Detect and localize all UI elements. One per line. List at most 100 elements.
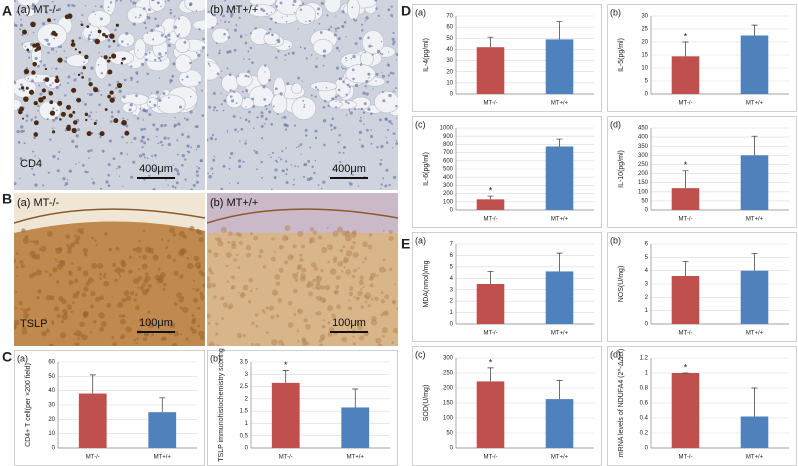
cell bbox=[23, 312, 30, 319]
cell bbox=[319, 334, 326, 340]
nucleus bbox=[146, 157, 149, 160]
cell bbox=[237, 291, 240, 294]
cell bbox=[211, 283, 216, 288]
nucleus bbox=[98, 51, 101, 54]
nucleus bbox=[364, 20, 367, 22]
nucleus bbox=[361, 29, 364, 32]
nucleus bbox=[64, 182, 69, 186]
x-tick-label: MT-/- bbox=[679, 331, 693, 337]
nucleus bbox=[212, 91, 216, 95]
nucleus bbox=[256, 168, 259, 171]
nucleus bbox=[32, 31, 35, 34]
nucleus bbox=[51, 82, 54, 84]
fat-cell bbox=[184, 0, 205, 12]
cell bbox=[121, 297, 127, 303]
nucleus bbox=[95, 111, 97, 113]
nucleus bbox=[234, 128, 237, 132]
cd4-cell bbox=[31, 70, 36, 75]
nucleus bbox=[181, 154, 185, 158]
nucleus bbox=[181, 163, 184, 167]
cell bbox=[185, 337, 189, 341]
nucleus bbox=[286, 15, 288, 17]
nucleus bbox=[229, 156, 232, 159]
cell bbox=[208, 341, 215, 346]
cell bbox=[157, 276, 164, 283]
cell bbox=[357, 266, 360, 270]
cell bbox=[284, 260, 289, 265]
nucleus bbox=[337, 88, 341, 92]
nucleus bbox=[167, 43, 171, 48]
y-axis-label: IL-5(pg/ml) bbox=[618, 38, 625, 72]
y-tick-label: 5 bbox=[645, 79, 649, 85]
nucleus bbox=[140, 62, 145, 66]
fat-cell bbox=[291, 82, 303, 95]
nucleus bbox=[202, 37, 205, 41]
cell bbox=[61, 320, 65, 324]
nucleus bbox=[280, 158, 283, 161]
nucleus bbox=[355, 19, 358, 22]
nucleus bbox=[197, 53, 201, 57]
cd4-cell bbox=[57, 100, 63, 106]
cell bbox=[68, 271, 73, 276]
y-tick-label: 350 bbox=[638, 144, 649, 150]
nucleus bbox=[121, 135, 124, 139]
cell bbox=[120, 261, 127, 268]
cell bbox=[45, 328, 51, 334]
nucleus bbox=[395, 59, 398, 61]
y-tick-label: 20 bbox=[641, 40, 648, 46]
nucleus bbox=[284, 160, 288, 163]
nucleus bbox=[159, 59, 162, 62]
nucleus bbox=[51, 67, 53, 69]
nucleus bbox=[178, 33, 181, 35]
nucleus bbox=[226, 67, 229, 70]
cell bbox=[130, 291, 135, 296]
nucleus bbox=[141, 146, 144, 149]
nucleus bbox=[201, 50, 203, 52]
nucleus bbox=[301, 80, 303, 82]
cd4-cell bbox=[26, 48, 30, 52]
error-bar bbox=[556, 252, 563, 272]
cell bbox=[270, 315, 275, 320]
bar bbox=[476, 199, 505, 210]
nucleus bbox=[147, 8, 151, 12]
nucleus bbox=[163, 136, 167, 140]
scale-label: 400μm bbox=[139, 163, 173, 175]
nucleus bbox=[183, 40, 187, 44]
fat-cell bbox=[312, 38, 334, 56]
nucleus bbox=[352, 54, 356, 59]
nucleus bbox=[108, 45, 111, 48]
nucleus bbox=[345, 59, 348, 62]
cell bbox=[333, 289, 339, 295]
cell bbox=[16, 274, 19, 278]
nucleus bbox=[325, 87, 328, 89]
cell bbox=[120, 318, 126, 325]
nucleus bbox=[213, 13, 216, 16]
nucleus bbox=[327, 28, 331, 31]
nucleus bbox=[174, 186, 177, 189]
y-tick-label: 0 bbox=[245, 446, 249, 452]
nucleus bbox=[83, 61, 85, 63]
cell bbox=[360, 305, 364, 309]
nucleus bbox=[270, 11, 273, 14]
nucleus bbox=[97, 63, 100, 66]
cell bbox=[293, 288, 298, 294]
nucleus bbox=[238, 164, 242, 168]
cd4-cell bbox=[108, 56, 112, 59]
nucleus bbox=[37, 109, 39, 112]
nucleus bbox=[380, 183, 383, 186]
cd4-cell bbox=[102, 32, 106, 37]
cell bbox=[360, 288, 363, 291]
y-tick-label: 2 bbox=[450, 299, 454, 305]
nucleus bbox=[119, 151, 123, 155]
y-tick-label: 10 bbox=[48, 431, 55, 437]
y-tick-label: 450 bbox=[638, 126, 649, 132]
nucleus bbox=[142, 152, 146, 157]
nucleus bbox=[36, 64, 40, 68]
cell bbox=[115, 267, 122, 274]
significance-mark: * bbox=[284, 360, 288, 370]
nucleus bbox=[63, 60, 66, 63]
nucleus bbox=[65, 56, 68, 59]
cell bbox=[242, 284, 249, 291]
nucleus bbox=[147, 16, 151, 20]
nucleus bbox=[317, 184, 320, 187]
